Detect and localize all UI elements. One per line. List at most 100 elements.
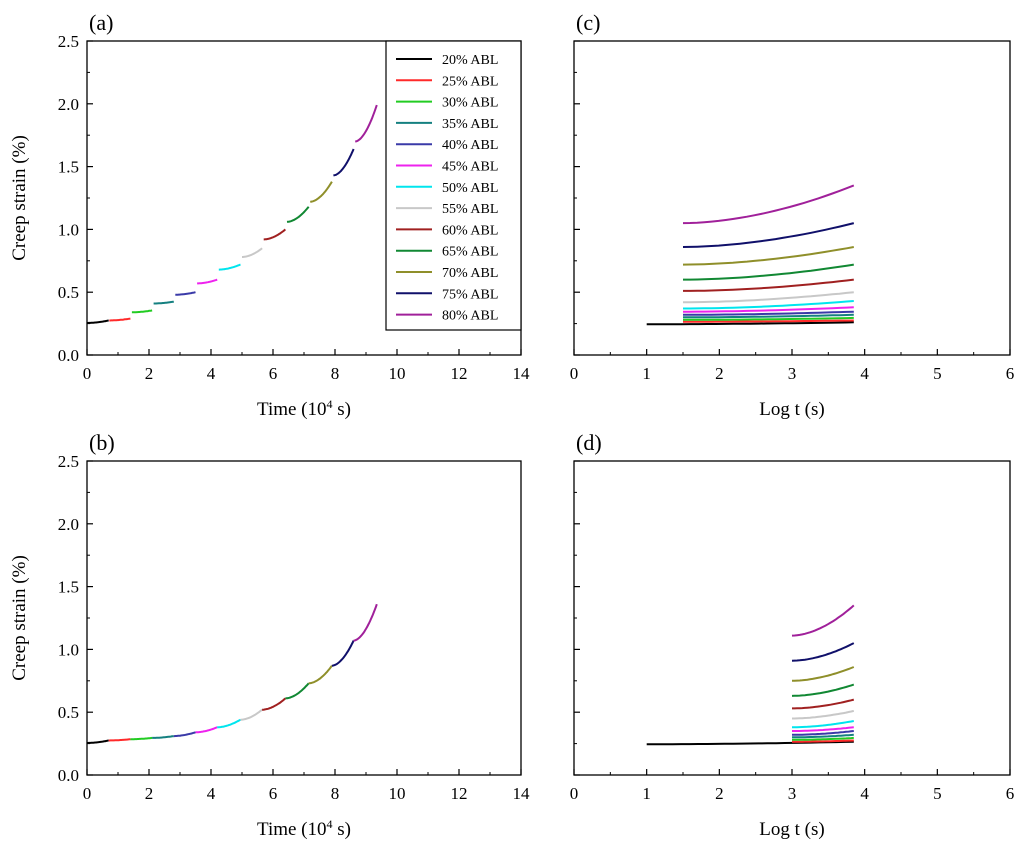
- series-line-45-abl: [197, 278, 218, 285]
- panel-c: 0 1 2 3 4 5 6 (c) Log t (s): [570, 10, 1015, 420]
- series-line-80-abl: [791, 604, 855, 637]
- x-tick-label: 10: [389, 784, 406, 803]
- series-line-35-abl: [152, 735, 174, 739]
- x-tick-label: 14: [513, 784, 531, 803]
- x-tick-label: 3: [788, 364, 797, 383]
- y-tick-label: 0.0: [58, 766, 79, 785]
- panel-b: 0 2 4 6 8 10 12 14 0.0 0.5 1.0 1.5 2.0 2.5 (b) Time (10…: [9, 430, 530, 840]
- x-tick-label: 6: [269, 784, 278, 803]
- x-tick-label: 4: [207, 364, 216, 383]
- x-tick-label: 12: [451, 784, 468, 803]
- series-line-75-abl: [791, 642, 855, 662]
- series-line-20-abl: [87, 739, 109, 744]
- legend-label: 80% ABL: [442, 309, 498, 324]
- panel-label: (a): [89, 10, 113, 35]
- y-tick-label: 2.5: [58, 452, 79, 471]
- series-line-45-abl: [683, 306, 854, 313]
- series-line-30-abl: [683, 316, 854, 321]
- legend-label: 75% ABL: [442, 287, 498, 302]
- legend: 20% ABL 25% ABL 30% ABL 35% ABL 40% ABL 45% A…: [385, 40, 522, 331]
- panel-label: (d): [576, 430, 602, 455]
- series-line-60-abl: [792, 698, 855, 710]
- series-line-80-abl: [353, 603, 378, 642]
- y-tick-label: 0.5: [58, 703, 79, 722]
- series-line-40-abl: [173, 731, 196, 738]
- panel-label: (b): [89, 430, 115, 455]
- series-line-65-abl: [286, 206, 310, 223]
- panel-label: (c): [576, 10, 600, 35]
- series-line-55-abl: [242, 247, 263, 258]
- series-line-35-abl: [153, 300, 175, 305]
- x-tick-label: 5: [933, 364, 942, 383]
- series-line-75-abl: [331, 640, 355, 667]
- y-tick-label: 0.5: [58, 283, 79, 302]
- x-axis-title: Time (104 s): [257, 397, 351, 420]
- x-tick-label: 0: [570, 364, 579, 383]
- y-axis-title: Creep strain (%): [9, 135, 30, 261]
- series-line-40-abl: [683, 310, 854, 316]
- x-axis-title: Time (104 s): [257, 817, 351, 840]
- series-line-20-abl: [87, 319, 109, 324]
- x-tick-label: 6: [1006, 364, 1015, 383]
- y-tick-label: 2.5: [58, 32, 79, 51]
- y-axis-title: Creep strain (%): [9, 555, 30, 681]
- series-line-45-abl: [792, 726, 854, 732]
- y-tick-label: 2.0: [58, 515, 79, 534]
- x-tick-label: 8: [331, 784, 340, 803]
- legend-label: 35% ABL: [442, 117, 498, 132]
- x-tick-label: 2: [715, 364, 724, 383]
- series-line-55-abl: [240, 708, 263, 721]
- y-tick-label: 1.5: [58, 158, 79, 177]
- legend-label: 30% ABL: [442, 96, 498, 111]
- series-line-65-abl: [285, 682, 310, 700]
- series-line-25-abl: [683, 319, 854, 323]
- x-tick-label: 14: [513, 364, 531, 383]
- series-line-70-abl: [792, 666, 855, 682]
- y-tick-label: 1.5: [58, 578, 79, 597]
- x-tick-label: 3: [788, 784, 797, 803]
- x-tick-label: 8: [331, 364, 340, 383]
- x-tick-label: 6: [269, 364, 278, 383]
- legend-label: 50% ABL: [442, 181, 498, 196]
- series-line-40-abl: [175, 291, 196, 296]
- legend-label: 25% ABL: [442, 74, 498, 89]
- x-tick-label: 12: [451, 364, 468, 383]
- series-line-65-abl: [791, 683, 855, 697]
- x-tick-label: 4: [207, 784, 216, 803]
- x-tick-label: 0: [570, 784, 579, 803]
- series-line-80-abl: [682, 184, 855, 225]
- y-tick-label: 1.0: [58, 640, 79, 659]
- series-line-50-abl: [683, 300, 854, 310]
- series-line-30-abl: [792, 736, 854, 741]
- legend-label: 65% ABL: [442, 245, 498, 260]
- series-line-65-abl: [683, 263, 854, 281]
- series-line-25-abl: [792, 739, 854, 743]
- x-tick-label: 1: [642, 784, 651, 803]
- series-line-75-abl: [333, 148, 355, 177]
- x-tick-label: 2: [145, 364, 154, 383]
- panel-a: 0 2 4 6 8 10 12 14 0.0 0.5 1.0 1.5 2.0 2.5 (a) Time (10…: [9, 10, 530, 420]
- series-line-75-abl: [682, 222, 855, 248]
- series-line-60-abl: [263, 228, 287, 241]
- legend-label: 45% ABL: [442, 160, 498, 175]
- series-line-70-abl: [310, 181, 333, 203]
- series-line-30-abl: [130, 736, 153, 741]
- series-line-25-abl: [109, 317, 131, 322]
- legend-label: 70% ABL: [442, 266, 498, 281]
- x-tick-label: 6: [1006, 784, 1015, 803]
- series-line-45-abl: [195, 726, 218, 734]
- series-line-50-abl: [217, 718, 242, 729]
- series-line-55-abl: [683, 291, 854, 304]
- series-line-35-abl: [792, 733, 854, 739]
- x-tick-label: 4: [860, 364, 869, 383]
- plot-frame: [86, 460, 522, 776]
- series-line-35-abl: [683, 313, 854, 319]
- x-tick-label: 5: [933, 784, 942, 803]
- series-line-55-abl: [792, 709, 855, 720]
- x-tick-label: 4: [860, 784, 869, 803]
- x-axis-title: Log t (s): [759, 819, 824, 840]
- series-line-20-abl: [646, 321, 854, 326]
- series-line-80-abl: [355, 104, 378, 143]
- legend-label: 40% ABL: [442, 138, 498, 153]
